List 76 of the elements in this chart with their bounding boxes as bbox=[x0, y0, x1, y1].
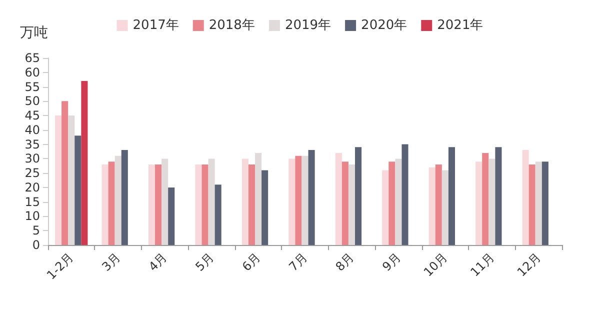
bar bbox=[255, 152, 262, 245]
bar bbox=[535, 162, 542, 245]
y-tick-label: 25 bbox=[24, 166, 40, 180]
y-tick-label: 10 bbox=[24, 209, 40, 224]
bar bbox=[68, 116, 75, 245]
bar bbox=[202, 164, 208, 245]
bar bbox=[355, 147, 362, 245]
x-tick-label: 3月 bbox=[99, 250, 124, 274]
y-axis-title: 万吨 bbox=[20, 25, 48, 41]
bar bbox=[148, 164, 156, 245]
x-tick-label: 6月 bbox=[239, 250, 264, 274]
x-tick-label: 8月 bbox=[332, 250, 357, 274]
y-tick-label: 35 bbox=[24, 137, 40, 152]
y-tick-label: 0 bbox=[32, 238, 40, 252]
bar bbox=[108, 162, 115, 245]
legend-label: 2017年 bbox=[132, 18, 179, 33]
bar bbox=[542, 162, 548, 245]
bar bbox=[81, 81, 88, 245]
y-tick-label: 40 bbox=[24, 122, 40, 137]
x-tick-label: 4月 bbox=[146, 250, 170, 274]
bar bbox=[162, 158, 168, 245]
bar bbox=[382, 170, 389, 245]
bar bbox=[448, 147, 455, 245]
bar bbox=[168, 187, 175, 245]
bar bbox=[55, 116, 62, 245]
bar bbox=[74, 136, 82, 245]
y-tick-label: 55 bbox=[24, 80, 40, 94]
bar bbox=[114, 156, 122, 245]
y-tick-label: 5 bbox=[32, 224, 40, 238]
y-tick-label: 30 bbox=[24, 152, 40, 166]
y-tick-label: 60 bbox=[24, 65, 40, 80]
bar bbox=[342, 162, 348, 245]
y-tick-label: 65 bbox=[24, 51, 40, 65]
bar bbox=[442, 170, 448, 245]
bar bbox=[495, 147, 502, 245]
x-tick-label: 1-2月 bbox=[44, 250, 76, 282]
bar bbox=[488, 158, 496, 245]
bar bbox=[121, 150, 128, 245]
bar bbox=[295, 156, 302, 245]
bar bbox=[482, 152, 489, 245]
y-tick-label: 20 bbox=[24, 180, 40, 194]
x-tick-label: 12月 bbox=[514, 250, 544, 280]
bar bbox=[528, 164, 536, 245]
x-tick-label: 10月 bbox=[420, 250, 450, 280]
bar bbox=[335, 152, 342, 245]
bar bbox=[288, 158, 296, 245]
x-tick-label: 11月 bbox=[468, 250, 497, 280]
bar bbox=[242, 158, 248, 245]
bar bbox=[262, 170, 268, 245]
legend-label: 2021年 bbox=[437, 18, 484, 33]
bar bbox=[348, 164, 355, 245]
bar bbox=[435, 164, 442, 245]
bar bbox=[395, 158, 402, 245]
bar bbox=[388, 162, 396, 245]
x-tick-label: 7月 bbox=[286, 250, 310, 274]
legend-label: 2018年 bbox=[208, 18, 255, 33]
bar bbox=[102, 164, 108, 245]
bar bbox=[302, 156, 308, 245]
x-tick-label: 5月 bbox=[192, 250, 216, 274]
bar bbox=[522, 150, 529, 245]
bar bbox=[155, 164, 162, 245]
bar bbox=[248, 164, 255, 245]
y-tick-label: 45 bbox=[24, 108, 40, 123]
bar bbox=[62, 101, 68, 245]
bar bbox=[208, 158, 215, 245]
bar bbox=[402, 144, 408, 245]
bar bbox=[195, 164, 202, 245]
y-tick-label: 50 bbox=[24, 94, 40, 108]
bar bbox=[308, 150, 315, 245]
bar bbox=[214, 184, 222, 245]
legend-label: 2020年 bbox=[361, 18, 408, 33]
bar bbox=[428, 167, 436, 245]
x-tick-label: 9月 bbox=[380, 250, 404, 274]
y-tick-label: 15 bbox=[24, 194, 40, 209]
bar bbox=[476, 162, 482, 245]
legend-label: 2019年 bbox=[284, 18, 332, 33]
